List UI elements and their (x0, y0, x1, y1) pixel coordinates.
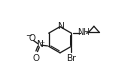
Text: O: O (33, 54, 40, 63)
Text: N: N (57, 22, 63, 31)
Text: +: + (39, 40, 44, 45)
Text: N: N (36, 40, 43, 49)
Text: −: − (25, 31, 31, 40)
Text: NH: NH (77, 28, 90, 37)
Text: Br: Br (67, 54, 76, 63)
Text: O: O (28, 34, 35, 43)
